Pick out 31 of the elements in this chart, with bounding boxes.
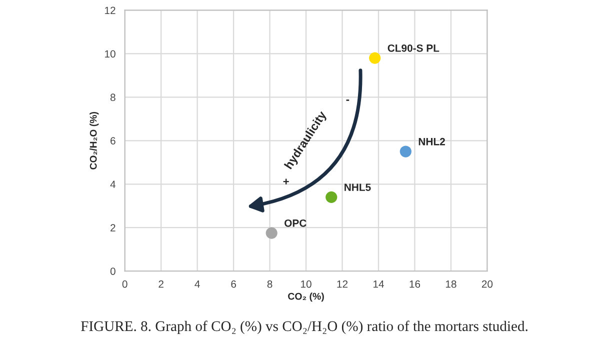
x-axis-title: CO₂ (%) [288,292,324,302]
text: FIGURE. 8. Graph of CO₂ (%) vs CO₂/H₂O (%) ratio of the mortars studied. [81,320,528,334]
x-tick-label: 16 [410,280,420,288]
y-tick-label: 2 [110,224,116,232]
y-tick-label: 0 [110,268,116,275]
x-tick-label: 14 [373,280,384,288]
series-label: OPC [284,219,306,227]
point [326,191,338,203]
y-tick-label: 12 [105,6,116,14]
series-label: CL90-S PL [388,44,440,52]
y-tick-label: 6 [110,137,116,145]
annotation: + [283,178,289,184]
y-tick-label: 10 [105,50,116,58]
x-tick-label: 0 [122,280,128,288]
y-tick-label: 8 [110,94,116,102]
point [369,52,381,64]
x-tick-label: 12 [337,280,348,288]
y-tick-label: 4 [110,180,116,188]
series-label: NHL2 [418,138,445,146]
x-tick-label: 8 [267,280,272,288]
x-tick-label: 2 [158,280,164,288]
point [400,146,412,158]
x-tick-label: 10 [301,280,312,288]
annotation: - [346,100,350,101]
x-tick-label: 6 [231,280,236,288]
point [266,227,278,239]
x-tick-label: 4 [194,280,200,288]
y-axis-title: CO₂/H₂O (%) [90,112,99,170]
x-tick-label: 20 [482,280,493,288]
x-tick-label: 18 [446,280,456,288]
series-label: NHL5 [344,184,371,191]
